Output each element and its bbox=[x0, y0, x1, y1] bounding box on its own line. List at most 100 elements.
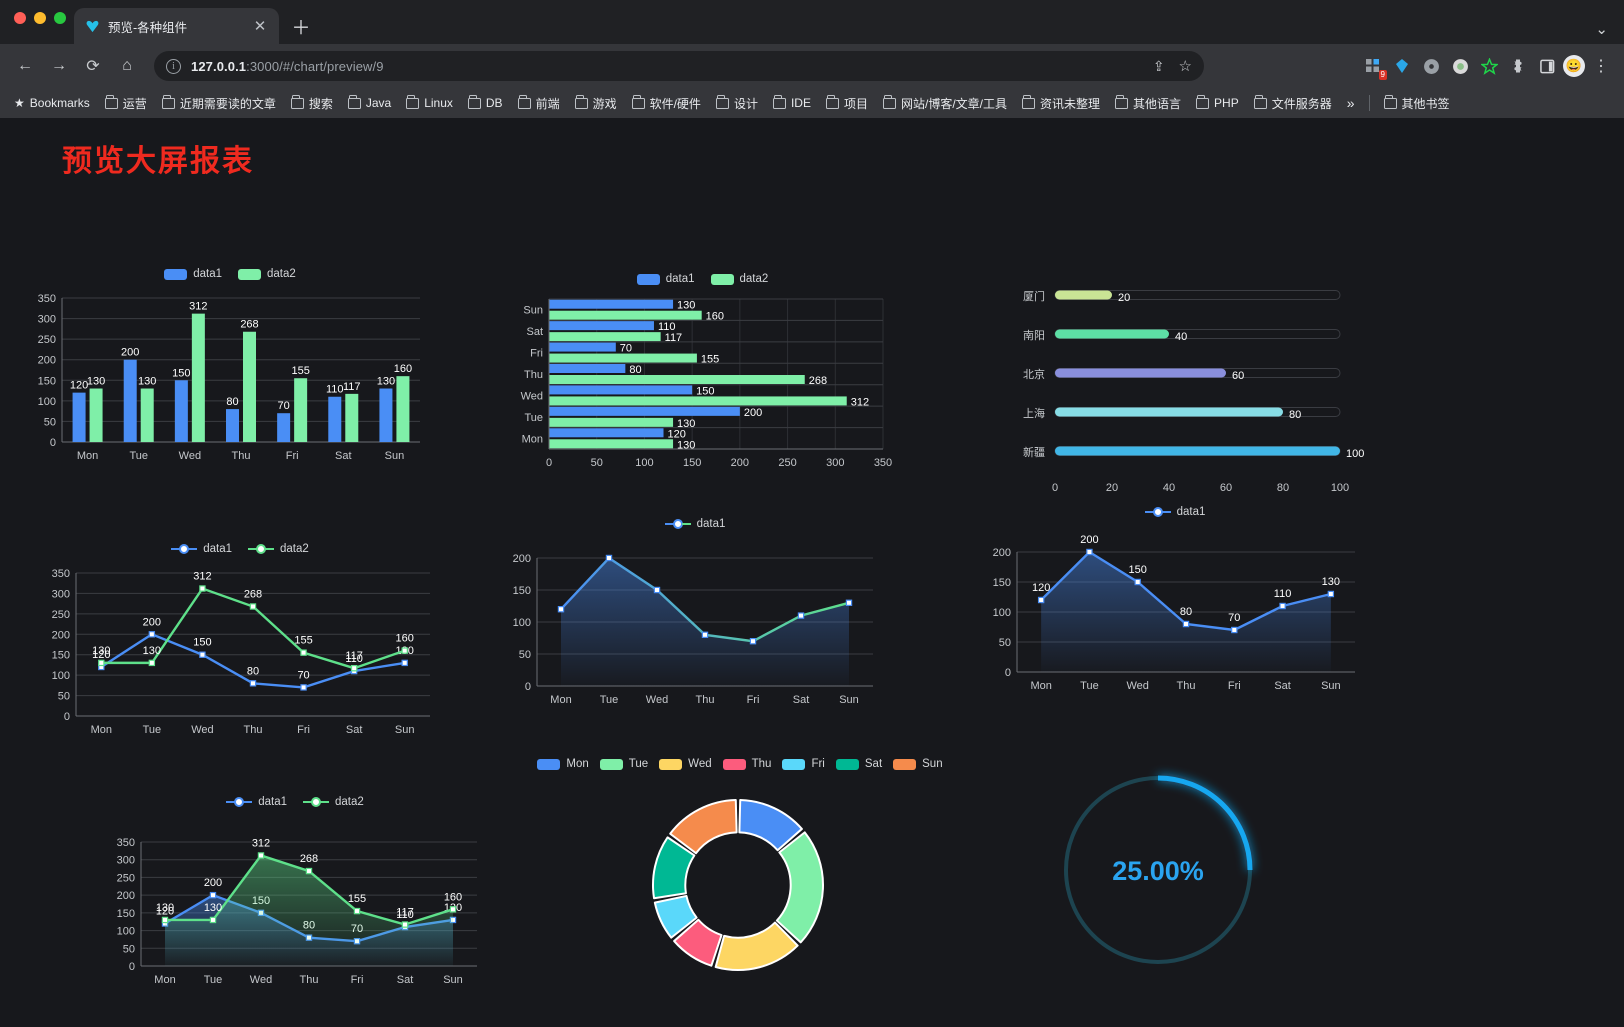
window-controls[interactable] bbox=[14, 12, 66, 24]
data-point[interactable] bbox=[1086, 548, 1093, 556]
side-panel-icon[interactable] bbox=[1534, 53, 1560, 79]
data-point[interactable] bbox=[557, 605, 565, 613]
legend-item-data1[interactable]: data1 bbox=[171, 543, 232, 555]
bookmark-item-9[interactable]: 软件/硬件 bbox=[626, 92, 707, 115]
legend-item-fri[interactable]: Fri bbox=[782, 758, 825, 770]
puzzle-icon[interactable] bbox=[1505, 53, 1531, 79]
bar[interactable] bbox=[396, 376, 410, 442]
bar[interactable] bbox=[123, 359, 137, 442]
chevron-down-icon[interactable]: ⌄ bbox=[1595, 21, 1608, 38]
data-point[interactable] bbox=[209, 916, 217, 924]
legend-item-data1[interactable]: data1 bbox=[636, 273, 695, 285]
legend-item-sun[interactable]: Sun bbox=[893, 758, 943, 770]
new-tab-button[interactable]: ＋ bbox=[291, 17, 311, 39]
bar[interactable] bbox=[549, 353, 697, 363]
bookmark-item-10[interactable]: 设计 bbox=[710, 92, 764, 115]
bar[interactable] bbox=[549, 310, 702, 320]
bookmark-item-14[interactable]: 资讯未整理 bbox=[1016, 92, 1106, 115]
bookmark-item-11[interactable]: IDE bbox=[767, 93, 817, 113]
data-point[interactable] bbox=[605, 554, 613, 562]
data-point[interactable] bbox=[148, 631, 156, 638]
bookmark-item-4[interactable]: Java bbox=[342, 93, 397, 113]
bookmark-item-6[interactable]: DB bbox=[462, 93, 509, 113]
legend-item-data2[interactable]: data2 bbox=[710, 273, 768, 285]
bar[interactable] bbox=[89, 388, 103, 442]
legend-item-tue[interactable]: Tue bbox=[599, 758, 648, 770]
other-bookmarks-button[interactable]: 其他书签 bbox=[1378, 92, 1456, 115]
data-point[interactable] bbox=[353, 907, 361, 915]
bar[interactable] bbox=[549, 299, 674, 309]
star-outline-icon[interactable] bbox=[1476, 53, 1502, 79]
legend-item-data1[interactable]: data1 bbox=[164, 268, 222, 280]
extensions-grid-icon[interactable]: 9 bbox=[1360, 53, 1387, 80]
legend-item-data1[interactable]: data1 bbox=[1144, 506, 1205, 518]
circle-icon[interactable] bbox=[1447, 53, 1473, 79]
bookmark-star-icon[interactable]: ☆ bbox=[1178, 58, 1192, 75]
progress-bar[interactable] bbox=[1055, 290, 1112, 300]
bookmark-item-13[interactable]: 网站/博客/文章/工具 bbox=[877, 92, 1013, 115]
bookmark-item-7[interactable]: 前端 bbox=[512, 92, 566, 115]
progress-bar[interactable] bbox=[1055, 368, 1226, 378]
data-point[interactable] bbox=[701, 631, 709, 638]
bookmark-item-1[interactable]: 运营 bbox=[99, 92, 153, 115]
legend-item-data2[interactable]: data2 bbox=[303, 796, 364, 808]
atom-icon[interactable] bbox=[1418, 53, 1444, 79]
data-point[interactable] bbox=[199, 585, 206, 592]
pie-slice[interactable] bbox=[653, 894, 698, 939]
bar[interactable] bbox=[549, 428, 664, 438]
pie-slice[interactable] bbox=[669, 799, 738, 855]
legend-item-data1[interactable]: data1 bbox=[226, 796, 287, 808]
progress-bar[interactable] bbox=[1055, 446, 1340, 456]
data-point[interactable] bbox=[350, 664, 358, 672]
back-button[interactable]: ← bbox=[17, 57, 33, 74]
site-info-icon[interactable]: i bbox=[166, 58, 181, 74]
data-point[interactable] bbox=[300, 684, 307, 691]
pie-slice[interactable] bbox=[652, 836, 696, 900]
bookmark-item-5[interactable]: Linux bbox=[400, 93, 459, 113]
bar[interactable] bbox=[549, 406, 740, 416]
bar[interactable] bbox=[549, 321, 654, 331]
bar[interactable] bbox=[72, 392, 86, 442]
close-window-button[interactable] bbox=[14, 12, 26, 24]
avatar[interactable]: 😀 bbox=[1563, 55, 1585, 77]
pie-slice[interactable] bbox=[775, 831, 824, 944]
bar[interactable] bbox=[174, 380, 188, 442]
legend-item-mon[interactable]: Mon bbox=[537, 758, 589, 770]
legend-item-sat[interactable]: Sat bbox=[835, 758, 882, 770]
data-point[interactable] bbox=[653, 586, 661, 594]
pie-slice[interactable] bbox=[738, 799, 803, 852]
bookmark-item-3[interactable]: 搜索 bbox=[285, 92, 339, 115]
data-point[interactable] bbox=[845, 599, 853, 606]
bookmark-item-12[interactable]: 项目 bbox=[820, 92, 874, 115]
bookmark-item-16[interactable]: PHP bbox=[1190, 93, 1245, 113]
data-point[interactable] bbox=[249, 603, 257, 610]
data-point[interactable] bbox=[749, 637, 757, 645]
bookmark-item-8[interactable]: 游戏 bbox=[569, 92, 623, 115]
bar[interactable] bbox=[243, 331, 256, 442]
data-point[interactable] bbox=[148, 659, 156, 667]
bookmarks-overflow-button[interactable]: » bbox=[1346, 95, 1355, 111]
data-point[interactable] bbox=[161, 916, 169, 924]
pie-slice[interactable] bbox=[673, 918, 723, 967]
data-point[interactable] bbox=[1182, 620, 1190, 628]
data-point[interactable] bbox=[797, 612, 805, 619]
data-point[interactable] bbox=[300, 649, 307, 656]
legend-item-data1[interactable]: data1 bbox=[664, 518, 725, 530]
data-point[interactable] bbox=[1037, 596, 1045, 604]
bar[interactable] bbox=[277, 413, 291, 442]
legend-item-data2[interactable]: data2 bbox=[248, 543, 309, 555]
browser-menu-icon[interactable]: ⋮ bbox=[1593, 58, 1609, 75]
bar[interactable] bbox=[549, 364, 626, 373]
bar[interactable] bbox=[345, 393, 359, 442]
forward-button[interactable]: → bbox=[51, 57, 67, 74]
bar[interactable] bbox=[379, 388, 393, 442]
data-point[interactable] bbox=[1134, 578, 1141, 586]
reload-button[interactable]: ⟳ bbox=[86, 58, 100, 75]
close-tab-button[interactable]: ✕ bbox=[253, 18, 267, 35]
data-point[interactable] bbox=[209, 891, 217, 899]
share-icon[interactable]: ⇪ bbox=[1152, 57, 1165, 74]
data-point[interactable] bbox=[1279, 602, 1286, 610]
bookmark-item-2[interactable]: 近期需要读的文章 bbox=[156, 92, 282, 115]
bar[interactable] bbox=[549, 375, 805, 384]
pie-slice[interactable] bbox=[714, 921, 799, 971]
